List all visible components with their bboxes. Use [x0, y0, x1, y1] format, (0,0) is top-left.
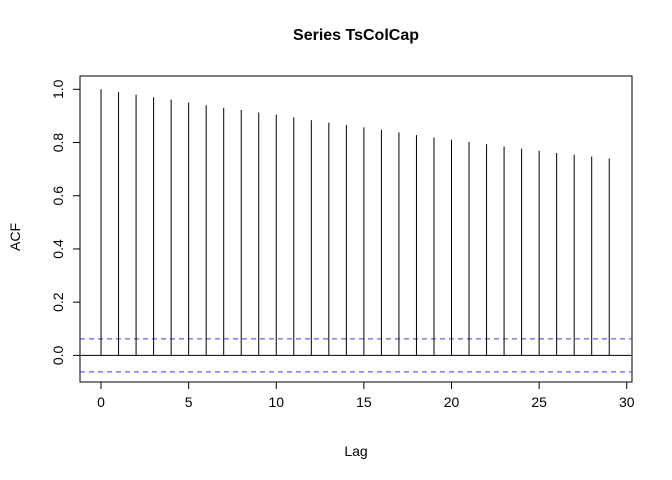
x-tick-label-20: 20 — [444, 394, 460, 410]
y-axis-label: ACF — [7, 223, 23, 251]
y-tick-label-1.0: 1.0 — [50, 79, 66, 99]
y-tick-label-0.6: 0.6 — [50, 186, 66, 206]
x-axis-label: Lag — [344, 443, 367, 459]
x-tick-label-25: 25 — [531, 394, 547, 410]
x-tick-label-5: 5 — [185, 394, 193, 410]
x-tick-label-15: 15 — [356, 394, 372, 410]
x-tick-label-10: 10 — [268, 394, 284, 410]
y-tick-label-0.4: 0.4 — [50, 239, 66, 259]
x-tick-label-30: 30 — [619, 394, 635, 410]
plot-frame — [79, 75, 633, 383]
y-tick-label-0.0: 0.0 — [50, 345, 66, 365]
y-tick-label-0.2: 0.2 — [50, 292, 66, 312]
chart-title: Series TsColCap — [293, 27, 419, 44]
x-tick-label-0: 0 — [97, 394, 105, 410]
y-tick-label-0.8: 0.8 — [50, 133, 66, 153]
chart-marks: 0 5 10 15 20 25 30 0.0 0.2 0.4 0.6 0.8 1.0 — [50, 79, 635, 410]
